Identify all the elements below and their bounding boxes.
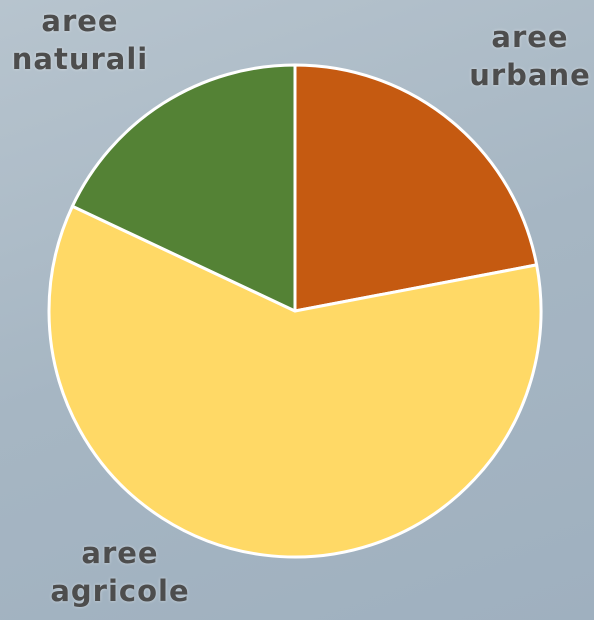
slice-label: aree naturali bbox=[11, 4, 149, 76]
pie-slice bbox=[47, 204, 543, 559]
pie-slice bbox=[293, 63, 539, 313]
pie-slice bbox=[70, 63, 297, 313]
slice-label: aree agricole bbox=[50, 536, 190, 608]
slice-label: aree urbane bbox=[469, 20, 591, 92]
